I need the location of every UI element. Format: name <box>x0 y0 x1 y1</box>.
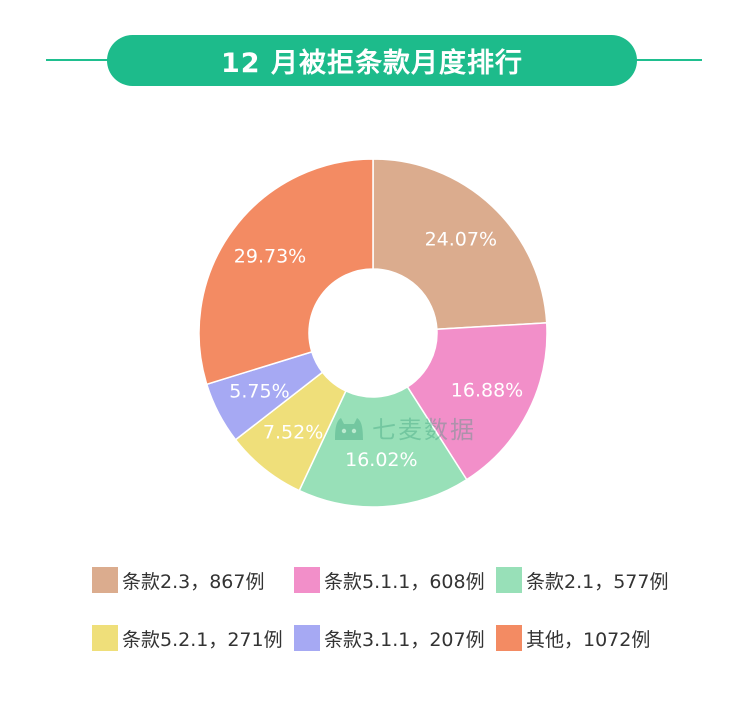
donut-slices <box>198 158 548 508</box>
chart-title: 12 月被拒条款月度排行 <box>221 48 523 79</box>
slice-percent-label-2: 16.88% <box>451 380 523 402</box>
donut-slice-3 <box>298 385 468 508</box>
slice-percent-label-5: 5.75% <box>229 381 289 403</box>
watermark: 七麦数据 <box>332 410 476 445</box>
donut-slice-1 <box>372 158 548 331</box>
slice-percent-label-3: 16.02% <box>345 449 417 471</box>
title-line-left <box>46 59 116 61</box>
slice-percent-label-6: 29.73% <box>234 245 306 267</box>
title-banner: 12 月被拒条款月度排行 <box>107 35 637 86</box>
watermark-text: 七麦数据 <box>372 416 476 444</box>
slice-percent-label-4: 7.52% <box>263 421 323 443</box>
donut-slice-labels: 24.07% 16.88% 16.02% 7.52% 5.75% 29.73% <box>229 228 523 471</box>
slice-percent-label-1: 24.07% <box>425 228 497 250</box>
title-line-right <box>632 59 702 61</box>
donut-slice-6 <box>198 158 374 386</box>
cat-logo-icon <box>335 417 363 440</box>
